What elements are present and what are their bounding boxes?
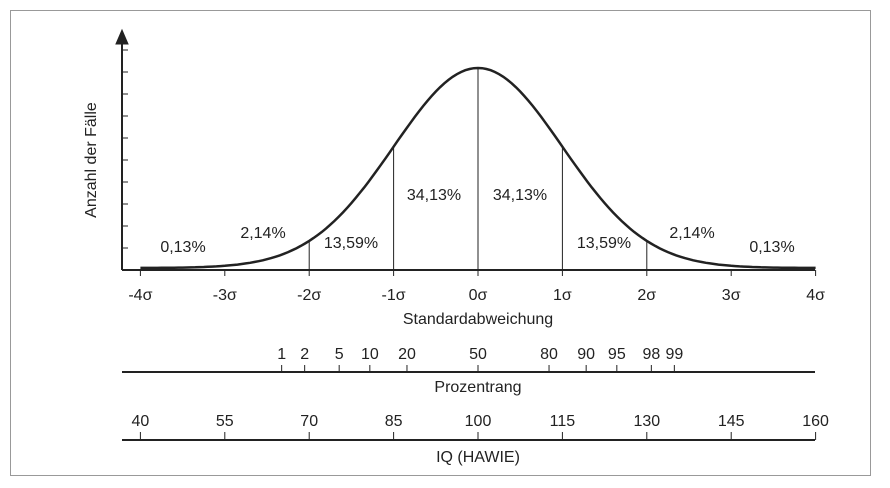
region-label: 34,13%: [407, 187, 461, 204]
sigma-label: 2σ: [637, 287, 656, 304]
region-label: 13,59%: [577, 235, 631, 252]
iq-tick-label: 160: [802, 413, 829, 430]
iq-tick-label: 130: [633, 413, 660, 430]
sigma-label: 0σ: [469, 287, 488, 304]
percentile-label: Prozentrang: [434, 379, 521, 396]
frame: [10, 10, 871, 476]
region-label: 2,14%: [240, 225, 285, 242]
percentile-tick-label: 98: [642, 346, 660, 363]
percentile-tick-label: 1: [277, 346, 286, 363]
sigma-label: -3σ: [213, 287, 237, 304]
iq-tick-label: 70: [300, 413, 318, 430]
percentile-tick-label: 80: [540, 346, 558, 363]
x-axis-label: Standardabweichung: [403, 311, 553, 328]
sigma-label: 4σ: [806, 287, 825, 304]
percentile-tick-label: 5: [335, 346, 344, 363]
percentile-tick-label: 10: [361, 346, 379, 363]
percentile-tick-label: 2: [300, 346, 309, 363]
iq-tick-label: 115: [550, 413, 576, 430]
percentile-tick-label: 50: [469, 346, 487, 363]
percentile-tick-label: 95: [608, 346, 626, 363]
region-label: 34,13%: [493, 187, 547, 204]
sigma-label: -4σ: [128, 287, 152, 304]
y-axis-label: Anzahl der Fälle: [83, 102, 100, 218]
percentile-tick-label: 90: [577, 346, 595, 363]
region-label: 0,13%: [749, 239, 794, 256]
iq-tick-label: 55: [216, 413, 234, 430]
sigma-label: -1σ: [382, 287, 406, 304]
sigma-label: 1σ: [553, 287, 572, 304]
region-label: 2,14%: [669, 225, 714, 242]
y-axis-arrow: [115, 28, 129, 45]
sigma-label: -2σ: [297, 287, 321, 304]
iq-tick-label: 100: [465, 413, 492, 430]
iq-tick-label: 145: [718, 413, 745, 430]
region-label: 0,13%: [160, 239, 205, 256]
percentile-tick-label: 20: [398, 346, 416, 363]
sigma-label: 3σ: [722, 287, 741, 304]
iq-label: IQ (HAWIE): [436, 449, 520, 466]
iq-tick-label: 40: [132, 413, 150, 430]
region-label: 13,59%: [324, 235, 378, 252]
iq-tick-label: 85: [385, 413, 403, 430]
percentile-tick-label: 99: [665, 346, 683, 363]
